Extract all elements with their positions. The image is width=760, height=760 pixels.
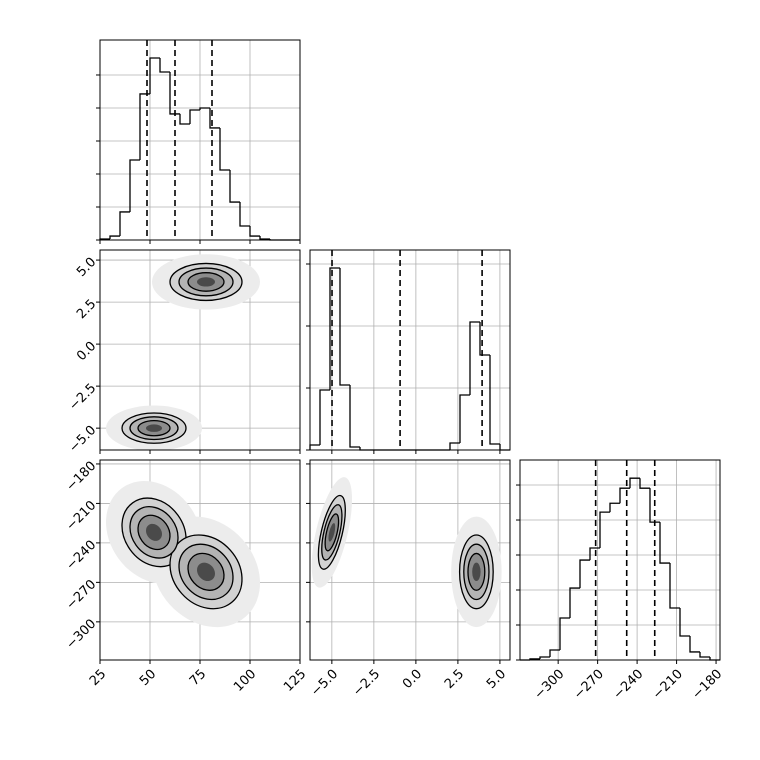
x-tick-label: 75 <box>187 667 209 689</box>
histogram-step <box>349 385 360 448</box>
histogram-step <box>629 477 640 489</box>
y-tick-label: −210 <box>63 498 99 534</box>
x-tick-label: −210 <box>650 667 686 703</box>
x-tick-label: 2.5 <box>442 667 467 692</box>
panel-frame <box>99 39 301 241</box>
density-group <box>106 481 260 628</box>
x-tick-label: −240 <box>611 667 647 703</box>
histogram-step <box>329 267 340 390</box>
histogram-step <box>309 444 320 450</box>
histogram-step <box>679 608 690 637</box>
histogram-step <box>589 547 600 561</box>
x-tick-label: 125 <box>281 667 309 695</box>
histogram-step <box>549 649 560 658</box>
histogram-step <box>689 636 700 653</box>
density-contour <box>328 523 336 542</box>
x-tick-label: −180 <box>689 667 725 703</box>
histogram-step <box>659 522 670 564</box>
histogram-step <box>469 321 480 396</box>
histogram-step <box>149 57 160 94</box>
histogram-step <box>669 563 680 609</box>
histogram-step <box>199 107 210 110</box>
x-tick-label: −2.5 <box>350 667 383 700</box>
histogram-step <box>339 267 350 386</box>
x-tick-label: −5.0 <box>308 667 341 700</box>
panel-frame <box>519 459 721 661</box>
y-tick-label: 2.5 <box>74 297 99 322</box>
histogram-step <box>489 355 500 445</box>
x-tick-label: −270 <box>571 667 607 703</box>
histogram-step <box>619 487 630 504</box>
histogram-step <box>609 502 620 513</box>
histogram-step <box>479 321 490 356</box>
histogram-step <box>139 93 150 160</box>
histogram-step <box>579 559 590 589</box>
histogram-step <box>649 488 660 523</box>
y-tick-label: 5.0 <box>74 255 99 280</box>
density-contour <box>472 562 481 582</box>
histogram-step <box>179 113 190 125</box>
histogram-step <box>499 443 510 451</box>
histogram-step <box>569 587 580 619</box>
y-tick-label: −300 <box>63 617 99 653</box>
x-tick-label: 5.0 <box>484 667 509 692</box>
panel-frame <box>309 459 511 661</box>
x-tick-label: −300 <box>532 667 568 703</box>
y-tick-label: −270 <box>63 577 99 613</box>
histogram-step <box>109 235 120 240</box>
y-tick-label: −5.0 <box>66 423 99 456</box>
histogram-step <box>539 656 550 659</box>
histogram-step <box>129 159 140 212</box>
panel-frame <box>309 249 511 451</box>
histogram-step <box>599 511 610 549</box>
histogram-step <box>459 394 470 443</box>
y-tick-label: −180 <box>63 459 99 495</box>
y-tick-label: −240 <box>63 538 99 574</box>
density-contour <box>146 424 162 432</box>
histogram-step <box>449 442 460 450</box>
density-contour <box>197 562 215 582</box>
histogram-step <box>209 107 220 129</box>
histogram-step <box>189 109 200 124</box>
density-contour <box>146 523 162 541</box>
histogram-step <box>259 236 270 240</box>
panel-frame <box>99 249 301 451</box>
y-tick-label: −2.5 <box>66 381 99 414</box>
x-tick-label: 100 <box>231 667 259 695</box>
y-tick-label: 0.0 <box>74 339 99 364</box>
histogram-step <box>219 127 230 171</box>
histogram-step <box>229 170 240 203</box>
histogram-step <box>169 72 180 115</box>
x-tick-label: 0.0 <box>400 667 425 692</box>
histogram-step <box>639 478 650 489</box>
density-contour <box>197 277 215 287</box>
histogram-step <box>239 202 250 227</box>
x-tick-label: 25 <box>87 667 109 689</box>
panel-frame <box>99 459 301 661</box>
histogram-step <box>319 389 330 445</box>
histogram-step <box>559 617 570 651</box>
histogram-step <box>699 651 710 658</box>
x-tick-label: 50 <box>137 667 159 689</box>
histogram-step <box>249 225 260 237</box>
histogram-step <box>119 211 130 237</box>
density-group <box>311 477 502 628</box>
density-group <box>106 254 260 450</box>
histogram-step <box>159 57 170 73</box>
